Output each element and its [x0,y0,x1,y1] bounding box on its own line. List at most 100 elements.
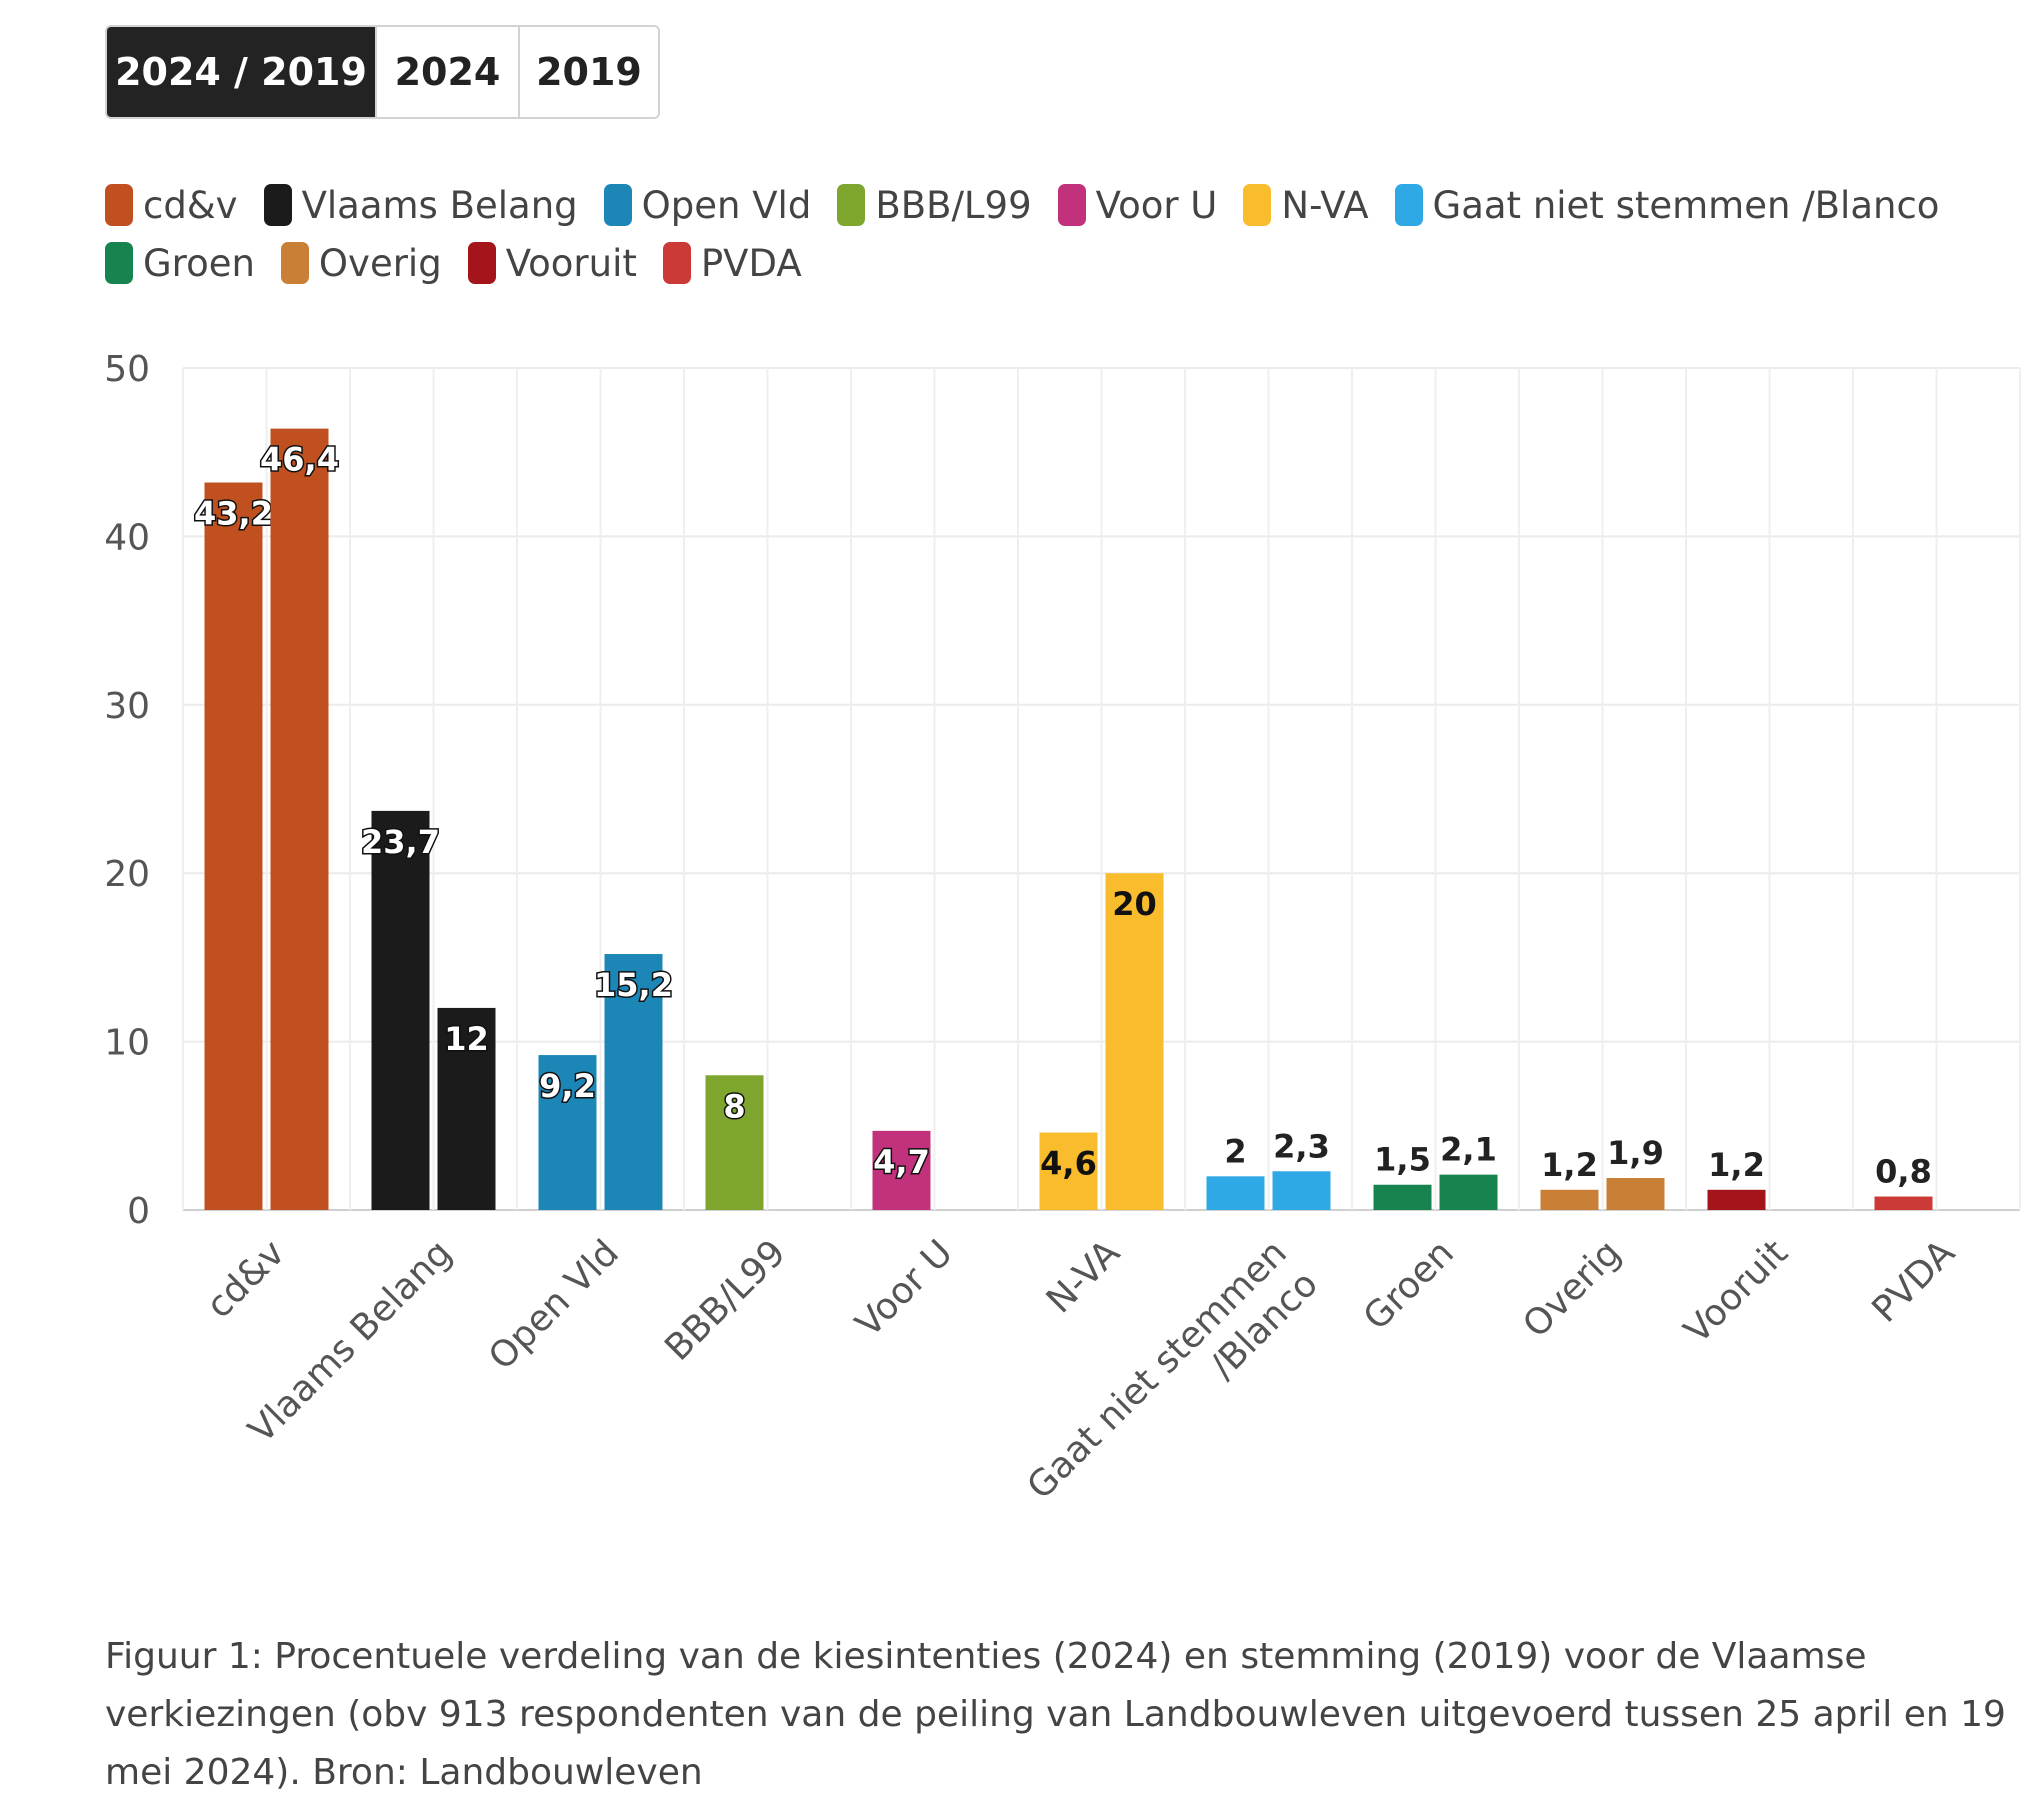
legend-item-vlaams-belang[interactable]: Vlaams Belang [263,182,578,228]
legend-label: cd&v [143,183,238,227]
legend-label: PVDA [700,241,802,285]
legend-swatch [105,184,133,226]
data-label: 4,6 [1040,1145,1097,1183]
legend-label: Voor U [1095,183,1218,227]
y-tick-label: 30 [104,686,150,727]
legend-swatch [1243,184,1272,226]
bar [1373,1184,1432,1210]
bar [204,482,263,1211]
bar [270,428,329,1210]
bar [1039,1132,1098,1210]
legend-swatch [263,184,292,226]
data-label: 1,2 [1541,1146,1598,1184]
bar [1707,1189,1766,1210]
legend-item-bbb-l99[interactable]: BBB/L99 [837,182,1032,228]
legend-item-vooruit[interactable]: Vooruit [467,240,637,286]
bar [1105,873,1164,1210]
x-tick-label: Groen [1356,1232,1462,1338]
data-label: 23,7 [361,823,440,861]
bar [1540,1189,1599,1210]
legend-swatch [837,184,866,226]
legend-label: Overig [318,241,442,285]
x-tick-label: N-VA [1039,1232,1128,1321]
data-label: 12 [444,1020,489,1058]
legend-label: BBB/L99 [875,183,1032,227]
data-label: 2,1 [1440,1131,1497,1169]
legend-swatch [105,242,133,284]
legend-swatch [603,184,632,226]
bar [1206,1176,1265,1210]
x-tick-label-line: Groen [1356,1232,1462,1338]
x-tick-label-line: BBB/L99 [657,1232,794,1369]
data-label: 15,2 [594,966,673,1004]
data-label: 1,2 [1708,1146,1765,1184]
x-tick-label: PVDA [1865,1232,1964,1331]
data-label: 43,2 [194,495,273,533]
x-tick-label-line: PVDA [1865,1232,1964,1331]
legend-item-gaat-niet-stemmen-blanco[interactable]: Gaat niet stemmen /Blanco [1394,182,1940,228]
y-tick-label: 50 [104,349,150,390]
legend-item-open-vld[interactable]: Open Vld [603,182,812,228]
bar [1439,1174,1498,1210]
x-tick-label: Voor U [848,1232,961,1345]
y-tick-label: 40 [104,517,150,558]
bar [538,1055,597,1210]
legend-label: Vooruit [505,241,637,285]
legend-item-voor-u[interactable]: Voor U [1057,182,1218,228]
x-tick-label-line: cd&v [199,1232,293,1326]
x-tick-label: BBB/L99 [657,1232,794,1369]
legend-item-n-va[interactable]: N-VA [1243,182,1369,228]
tab-2024-2019[interactable]: 2024 / 2019 [107,27,375,117]
legend-item-overig[interactable]: Overig [280,240,442,286]
tab-2024[interactable]: 2024 [375,27,518,117]
x-tick-label: cd&v [199,1232,293,1326]
legend-item-cdv[interactable]: cd&v [105,182,238,228]
legend-swatch [1394,184,1423,226]
bar [705,1075,764,1210]
y-tick-label: 20 [104,854,150,895]
data-label: 2,3 [1273,1127,1330,1165]
x-tick-label-line: Overig [1515,1232,1628,1345]
data-label: 0,8 [1875,1153,1932,1191]
x-tick-label: Open Vld [481,1232,627,1378]
y-tick-label: 10 [104,1023,150,1064]
view-toggle: 2024 / 2019 2024 2019 [105,25,660,119]
bar [872,1130,931,1210]
data-label: 9,2 [539,1067,596,1105]
legend-label: Vlaams Belang [301,183,578,227]
chart-legend: cd&v Vlaams Belang Open Vld BBB/L99 Voor… [105,182,2005,286]
data-label: 8 [723,1087,745,1125]
legend-label: N-VA [1281,183,1369,227]
legend-swatch [662,242,691,284]
x-tick-label: Vooruit [1677,1232,1796,1351]
tab-2019[interactable]: 2019 [518,27,658,117]
x-tick-label-line: Voor U [848,1232,961,1345]
bar [437,1007,496,1210]
data-label: 46,4 [260,441,339,479]
x-tick-label-line: Open Vld [481,1232,627,1378]
data-label: 4,7 [873,1143,930,1181]
bar [371,810,430,1210]
legend-swatch [1057,184,1086,226]
x-tick-label-line: Vooruit [1677,1232,1796,1351]
bar [1874,1196,1933,1210]
bar [1272,1171,1331,1210]
legend-swatch [280,242,309,284]
bar [1606,1178,1665,1210]
figure-caption: Figuur 1: Procentuele verdeling van de k… [105,1636,2006,1793]
data-label: 1,9 [1607,1134,1664,1172]
bar [604,954,663,1210]
x-tick-label: Overig [1515,1232,1628,1345]
legend-label: Open Vld [641,183,812,227]
data-label: 20 [1112,885,1157,923]
bar-chart: 0 10 20 30 40 50 43,2 46,4 23,7 12 9,2 15,2 8 4,7 4,6 2… [104,349,2021,1508]
legend-label: Groen [143,241,255,285]
legend-swatch [467,242,496,284]
y-tick-label: 0 [127,1191,150,1232]
legend-item-groen[interactable]: Groen [105,240,255,286]
data-label: 1,5 [1374,1141,1431,1179]
legend-item-pvda[interactable]: PVDA [662,240,802,286]
legend-label: Gaat niet stemmen /Blanco [1432,183,1940,227]
x-tick-label-line: N-VA [1039,1232,1128,1321]
data-label: 2 [1224,1132,1246,1170]
